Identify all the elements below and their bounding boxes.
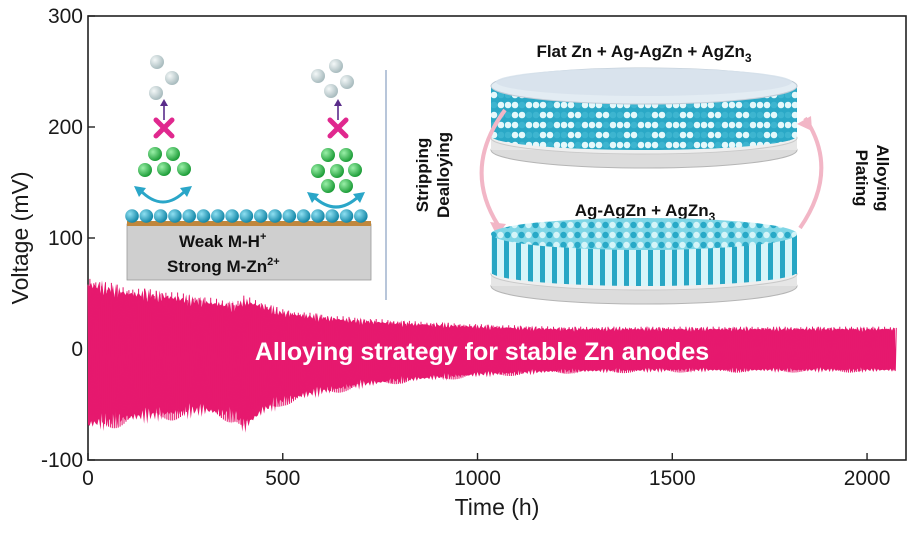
zn-atom	[282, 209, 297, 223]
zn-atom	[196, 209, 211, 223]
zn-atom	[253, 209, 268, 223]
inset-left: Weak M-H+ Strong M-Zn2+	[125, 55, 372, 281]
x-tick-label: 1500	[649, 467, 696, 490]
zn-atom	[168, 209, 182, 223]
y-axis-title: Voltage (mV)	[7, 172, 33, 305]
plating-label: Plating	[852, 150, 871, 207]
zn-atom	[211, 209, 225, 223]
zn-atom	[268, 209, 282, 223]
zn-atom	[225, 209, 239, 223]
zn-atom	[296, 209, 311, 223]
x-axis-title: Time (h)	[455, 494, 540, 520]
bottom-disk	[490, 218, 798, 305]
plating-arrow	[798, 116, 824, 230]
cross-icon	[327, 117, 349, 139]
y-tick-label: 300	[48, 5, 83, 28]
inset-left-atom-row	[125, 209, 368, 223]
zn-atom	[339, 209, 354, 223]
x-tick-label: 2000	[844, 467, 891, 490]
inset-right-bottom-label: Ag-AgZn + AgZn3	[575, 201, 716, 224]
dealloying-label: Dealloying	[434, 132, 453, 218]
y-tick-label: 200	[48, 116, 83, 139]
zn-atom	[139, 209, 154, 223]
x-tick-label: 500	[265, 467, 300, 490]
y-tick-label: -100	[41, 449, 83, 472]
zn-atom	[182, 209, 196, 223]
inset-left-line1: Weak M-H+	[179, 231, 266, 251]
zn-atom	[311, 209, 325, 223]
inset-left-line2: Strong M-Zn2+	[167, 256, 280, 276]
x-tick-label: 1000	[454, 467, 501, 490]
zn-atom	[239, 209, 254, 223]
zn-atom	[354, 209, 368, 223]
zn-atom	[325, 209, 340, 223]
zn-atom	[125, 209, 139, 223]
stripping-arrow	[479, 108, 507, 227]
voltage-signal	[87, 278, 897, 433]
alloying-label: Alloying	[873, 144, 892, 211]
inset-left-substrate	[126, 223, 372, 281]
inset-right-top-label: Flat Zn + Ag-AgZn + AgZn3	[536, 42, 751, 65]
stripping-label: Stripping	[413, 138, 432, 213]
cross-icon	[153, 117, 175, 139]
inset-left-cluster-1	[134, 55, 192, 204]
inset-right: Flat Zn + Ag-AgZn + AgZn3 Stripping Deal…	[413, 42, 892, 305]
top-disk	[490, 67, 798, 169]
x-tick-label: 0	[82, 467, 94, 490]
y-tick-label: 100	[48, 227, 83, 250]
voltage-oscillation	[87, 278, 897, 429]
inset-left-cluster-2	[307, 59, 365, 209]
inset-left-copper-layer	[127, 221, 371, 226]
zn-atom	[153, 209, 168, 223]
y-tick-label: 0	[71, 338, 83, 361]
banner-text: Alloying strategy for stable Zn anodes	[255, 338, 709, 366]
